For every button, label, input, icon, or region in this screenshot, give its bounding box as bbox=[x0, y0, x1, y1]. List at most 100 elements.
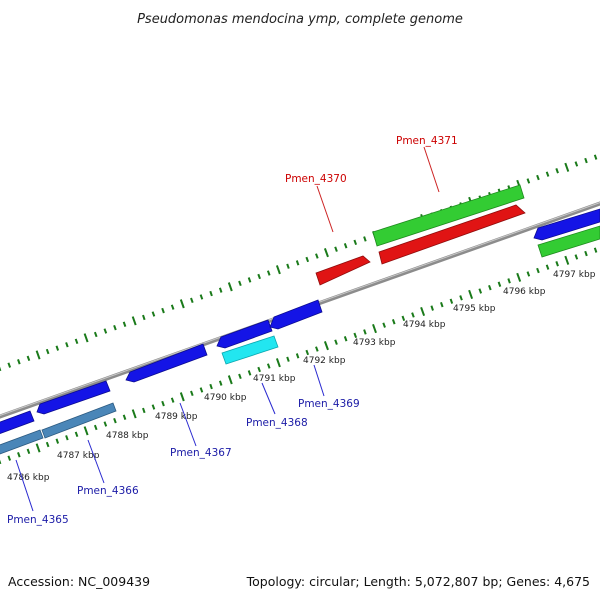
gene-arrow-pmen-4371[interactable] bbox=[372, 184, 525, 247]
gene-labels: Pmen_4365 Pmen_4366 Pmen_4367 Pmen_4368 … bbox=[7, 135, 458, 526]
tick-mark bbox=[315, 253, 319, 259]
tick-mark bbox=[564, 255, 570, 265]
tick-mark bbox=[323, 248, 329, 258]
tick-mark bbox=[151, 404, 156, 410]
gene-arrow-right-blue[interactable] bbox=[533, 208, 600, 241]
tick-mark bbox=[507, 278, 511, 284]
tick-mark bbox=[17, 452, 21, 458]
tick-mark bbox=[65, 435, 69, 441]
gene-arrow-pmen-4366[interactable] bbox=[41, 402, 117, 439]
gene-label-pmen-4366[interactable]: Pmen_4366 bbox=[77, 485, 139, 497]
tick-mark bbox=[257, 366, 261, 373]
tick-mark bbox=[74, 431, 79, 438]
tick-mark bbox=[35, 443, 41, 453]
tick-mark bbox=[161, 307, 165, 314]
tick-mark bbox=[526, 271, 531, 277]
tick-mark bbox=[401, 315, 406, 322]
tick-mark bbox=[83, 333, 89, 343]
tick-mark bbox=[209, 290, 213, 297]
tick-mark bbox=[83, 426, 89, 436]
leader-pmen-4365 bbox=[15, 459, 34, 512]
tick-mark bbox=[372, 323, 377, 334]
tick-mark bbox=[536, 174, 540, 181]
tick-mark bbox=[113, 324, 117, 331]
tick-mark bbox=[65, 342, 69, 348]
gene-arrows bbox=[0, 184, 600, 455]
tick-mark bbox=[593, 247, 598, 253]
tick-mark bbox=[266, 270, 271, 276]
tick-mark bbox=[93, 424, 98, 431]
scale-tick-4792: 4792 kbp bbox=[303, 356, 346, 366]
gene-label-pmen-4371[interactable]: Pmen_4371 bbox=[396, 135, 458, 147]
tick-mark bbox=[516, 272, 522, 282]
leader-pmen-4371 bbox=[423, 146, 440, 193]
gene-label-pmen-4368[interactable]: Pmen_4368 bbox=[246, 417, 308, 429]
tick-mark bbox=[343, 243, 348, 249]
tick-mark bbox=[275, 265, 281, 275]
tick-mark bbox=[295, 260, 300, 266]
tick-mark bbox=[218, 287, 223, 293]
tick-mark bbox=[323, 341, 329, 351]
gene-arrow-pmen-4365[interactable] bbox=[0, 429, 44, 455]
leader-pmen-4369 bbox=[313, 364, 325, 397]
tick-mark bbox=[55, 438, 60, 444]
tick-mark bbox=[122, 321, 127, 327]
gene-label-pmen-4369[interactable]: Pmen_4369 bbox=[298, 398, 360, 410]
tick-mark bbox=[122, 414, 127, 420]
tick-mark bbox=[449, 298, 454, 304]
tick-mark bbox=[247, 370, 252, 376]
tick-mark bbox=[142, 314, 146, 321]
gene-arrow-pmen-4370[interactable] bbox=[315, 255, 371, 286]
tick-mark bbox=[74, 338, 79, 345]
tick-mark bbox=[170, 304, 175, 310]
tick-mark bbox=[478, 288, 483, 294]
tick-mark bbox=[545, 171, 550, 177]
tick-mark bbox=[179, 392, 185, 402]
tick-mark bbox=[353, 239, 358, 246]
tick-mark bbox=[536, 267, 540, 274]
tick-mark bbox=[266, 363, 271, 369]
gene-arrow-right-green[interactable] bbox=[537, 225, 600, 258]
gene-arrow-pmen-4369[interactable] bbox=[269, 299, 323, 330]
gene-label-pmen-4370[interactable]: Pmen_4370 bbox=[285, 173, 347, 185]
tick-mark bbox=[161, 400, 165, 407]
tick-mark bbox=[584, 157, 588, 164]
tick-mark bbox=[17, 359, 21, 365]
tick-mark bbox=[190, 390, 194, 397]
tick-mark bbox=[35, 350, 41, 360]
scale-tick-labels: 4786 kbp 4787 kbp 4788 kbp 4789 kbp 4790… bbox=[7, 270, 596, 483]
tick-mark bbox=[555, 168, 559, 174]
tick-mark bbox=[247, 277, 252, 283]
accession-label: Accession: NC_009439 bbox=[8, 574, 150, 589]
tick-mark bbox=[555, 261, 559, 267]
tick-mark bbox=[26, 448, 31, 455]
gene-arrow-pmen-4371-red[interactable] bbox=[378, 204, 526, 265]
tick-mark bbox=[131, 316, 137, 326]
tick-mark bbox=[343, 336, 348, 342]
tick-mark bbox=[363, 236, 367, 242]
gene-arrow-pmen-4367[interactable] bbox=[125, 343, 208, 383]
tick-mark bbox=[526, 178, 531, 184]
gene-arrow-pmen-4366-strand-a[interactable] bbox=[36, 380, 111, 415]
tick-mark bbox=[93, 331, 98, 338]
scale-tick-4788: 4788 kbp bbox=[106, 431, 149, 441]
scale-tick-4786: 4786 kbp bbox=[7, 473, 50, 483]
gene-arrow-pmen-4369-a[interactable] bbox=[216, 319, 273, 349]
scale-tick-4796: 4796 kbp bbox=[503, 287, 546, 297]
tick-mark bbox=[497, 281, 502, 287]
scale-tick-4787: 4787 kbp bbox=[57, 451, 100, 461]
tick-mark bbox=[574, 161, 579, 167]
gene-label-pmen-4365[interactable]: Pmen_4365 bbox=[7, 514, 69, 526]
tick-mark bbox=[170, 397, 175, 403]
gene-label-pmen-4367[interactable]: Pmen_4367 bbox=[170, 447, 232, 459]
gene-arrow-pmen-4368[interactable] bbox=[221, 335, 279, 365]
tick-mark bbox=[275, 358, 281, 368]
tick-mark bbox=[103, 328, 108, 334]
tick-mark bbox=[468, 289, 474, 300]
tick-mark bbox=[593, 154, 598, 160]
gene-arrow-left-edge[interactable] bbox=[0, 410, 35, 435]
tick-mark bbox=[286, 356, 290, 362]
tick-mark bbox=[199, 294, 204, 300]
tick-mark bbox=[334, 246, 338, 252]
